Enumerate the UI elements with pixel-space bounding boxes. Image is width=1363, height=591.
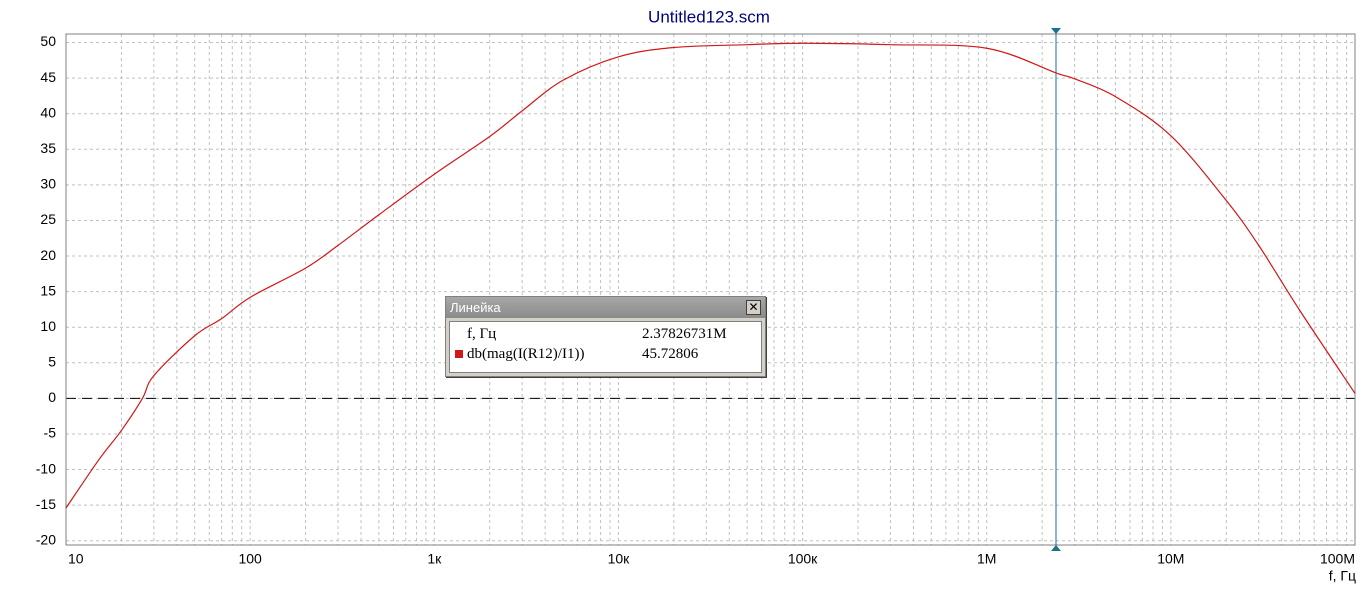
y-tick-label: -5 <box>44 425 57 441</box>
x-tick-label: 1M <box>977 551 996 567</box>
y-tick-label: -10 <box>36 460 56 476</box>
y-tick-label: 50 <box>40 33 56 49</box>
plot-area <box>66 34 1355 545</box>
y-tick-label: 15 <box>40 282 56 298</box>
y-tick-label: 35 <box>40 140 56 156</box>
x-tick-label: 10M <box>1157 551 1184 567</box>
y-tick-label: -15 <box>36 496 56 512</box>
y-tick-label: 40 <box>40 104 56 120</box>
ruler-row: f, Гц 2.37826731M <box>450 324 761 344</box>
ruler-row-name: f, Гц <box>467 326 497 342</box>
ruler-title-bar[interactable]: Линейка ✕ <box>446 297 765 318</box>
x-tick-label: 10 <box>68 551 84 567</box>
x-tick-label: 100к <box>788 551 818 567</box>
y-tick-label: 45 <box>40 69 56 85</box>
cursor-handle <box>1051 545 1061 551</box>
series-line <box>65 42 1356 509</box>
chart-title: Untitled123.scm <box>648 7 770 26</box>
x-tick-label: 10к <box>608 551 631 567</box>
ruler-row-value: 2.37826731M <box>642 326 727 342</box>
ruler-row: db(mag(I(R12)/I1)) 45.72806 <box>450 344 761 364</box>
ruler-window[interactable]: Линейка ✕ f, Гц 2.37826731M db(mag(I(R12)… <box>445 296 766 377</box>
y-tick-label: 10 <box>40 318 56 334</box>
y-tick-label: 0 <box>48 389 56 405</box>
x-axis-label: f, Гц <box>1329 568 1356 584</box>
y-tick-label: -20 <box>36 531 56 547</box>
x-tick-label: 100 <box>238 551 262 567</box>
legend-label: db(mag(I(R12)/I1)) <box>467 346 585 362</box>
cursor-handle <box>1051 28 1061 34</box>
ruler-row-value: 45.72806 <box>642 346 699 362</box>
plot-border <box>65 33 1356 546</box>
ruler-title: Линейка <box>450 300 501 315</box>
y-tick-label: 25 <box>40 211 56 227</box>
y-tick-label: 5 <box>48 354 56 370</box>
y-tick-label: 20 <box>40 247 56 263</box>
x-tick-label: 100M <box>1320 551 1355 567</box>
y-tick-label: 30 <box>40 176 56 192</box>
close-button[interactable]: ✕ <box>746 300 761 315</box>
x-tick-label: 1к <box>427 551 442 567</box>
legend-swatch <box>455 350 463 358</box>
ruler-body: f, Гц 2.37826731M db(mag(I(R12)/I1)) 45.… <box>449 321 762 373</box>
